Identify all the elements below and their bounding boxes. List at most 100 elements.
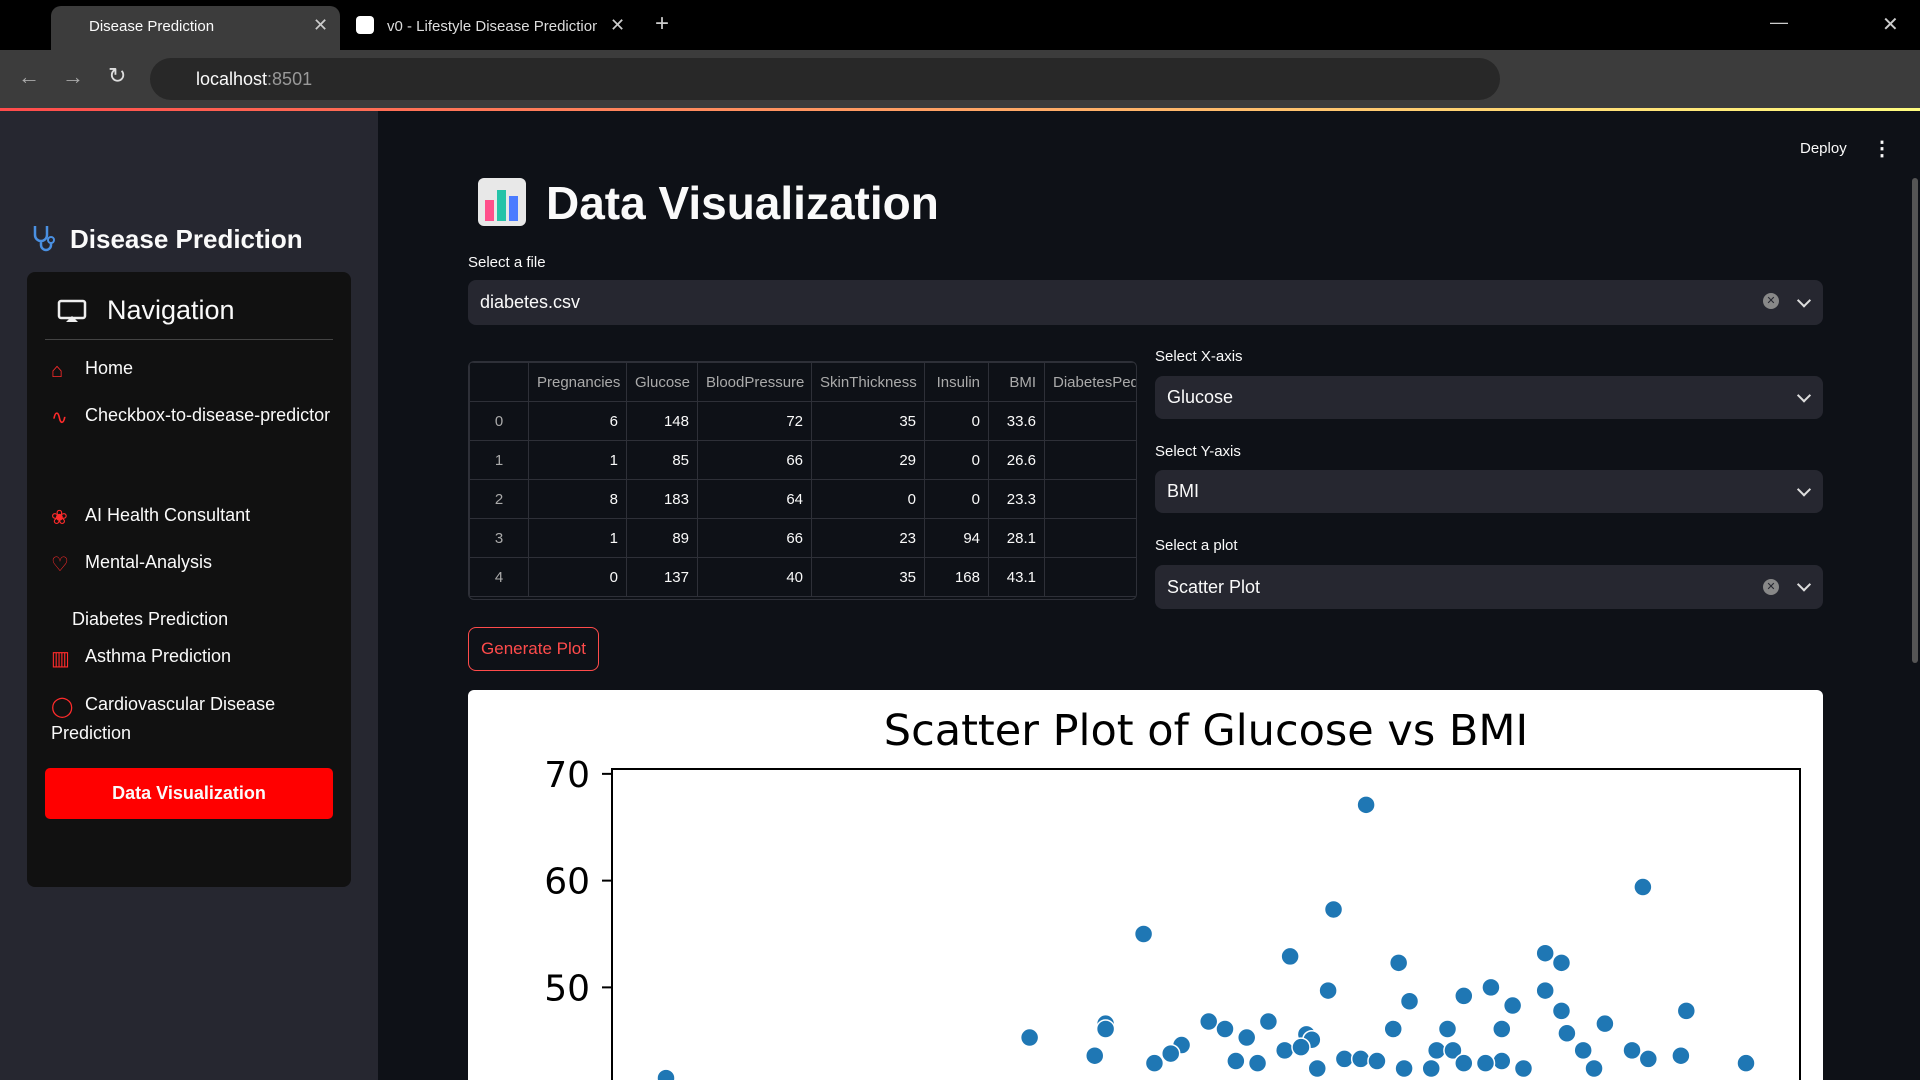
- row-index: 1: [469, 440, 529, 480]
- y-tick-label: 50: [544, 968, 590, 1009]
- y-axis-select[interactable]: BMI: [1155, 470, 1823, 513]
- cell: 64: [697, 479, 812, 519]
- nav-label: Mental-Analysis: [85, 552, 213, 572]
- sidebar: Disease Prediction Navigation ⌂ Home ∿ Chec…: [0, 111, 378, 1080]
- cell: 85: [626, 440, 698, 480]
- column-header: BloodPressure: [697, 362, 812, 402]
- forward[interactable]: →: [62, 64, 84, 89]
- row-index: 0: [469, 401, 529, 441]
- nav-item[interactable]: Diabetes Prediction: [72, 605, 372, 634]
- cell: 148: [626, 401, 698, 441]
- point: [1584, 1058, 1604, 1079]
- new-tab[interactable]: +: [655, 10, 670, 37]
- point: [1481, 977, 1501, 998]
- row-index: 4: [469, 557, 529, 597]
- point: [1198, 1011, 1219, 1032]
- point: [1454, 986, 1474, 1006]
- cell: 72: [697, 401, 812, 441]
- nav-label: Asthma Prediction: [85, 646, 232, 666]
- point: [1394, 1058, 1414, 1079]
- nav-item[interactable]: ∿ Checkbox-to-disease-predictor: [51, 401, 336, 430]
- table-row: 0 6 148 72 35 0 33.6: [469, 401, 1136, 441]
- cell: [1044, 440, 1136, 480]
- point: [1323, 899, 1344, 920]
- nav-title: Navigation: [107, 295, 235, 325]
- cell: 66: [697, 440, 812, 480]
- point: [1215, 1019, 1235, 1039]
- tab-title[interactable]: v0 - Lifestyle Disease Prediction: [387, 18, 597, 35]
- cell: 43.1: [988, 557, 1045, 597]
- nav-active-item[interactable]: Data Visualization: [45, 768, 333, 819]
- column-header: Insulin: [924, 362, 989, 402]
- active-tab[interactable]: Disease Prediction ✕: [51, 6, 340, 50]
- toolbar: ← → ↻ localhost:8501: [0, 50, 1920, 108]
- chart-emoji: [478, 178, 526, 226]
- point: [1622, 1040, 1642, 1061]
- scrollbar[interactable]: [1912, 178, 1918, 663]
- plot-value: Scatter Plot: [1167, 576, 1261, 597]
- cell: 26.6: [988, 440, 1045, 480]
- nav-label: AI Health Consultant: [85, 505, 251, 525]
- point: [1551, 1001, 1572, 1021]
- nav-item[interactable]: ◯ Cardiovascular Disease Prediction: [51, 690, 336, 748]
- data-table[interactable]: Pregnancies Glucose BloodPressure SkinThick…: [468, 361, 1137, 600]
- tab-close[interactable]: ✕: [313, 15, 329, 35]
- point: [1535, 980, 1555, 1001]
- main-menu[interactable]: ⋮: [1872, 138, 1892, 160]
- point: [1551, 953, 1572, 973]
- nav-item[interactable]: ❀ AI Health Consultant: [51, 501, 351, 530]
- deploy-button[interactable]: Deploy: [1800, 140, 1847, 157]
- table-row: 2 8 183 64 0 0 23.3: [469, 479, 1136, 519]
- nav-icon: ▥: [51, 648, 70, 670]
- decoration: [0, 108, 1920, 111]
- cell: 40: [697, 557, 812, 597]
- address-bar[interactable]: localhost:8501: [150, 58, 1500, 100]
- nav-divider: [45, 339, 333, 340]
- url: localhost:8501: [196, 69, 312, 90]
- point: [1274, 1040, 1295, 1061]
- nav-item[interactable]: ▥ Asthma Prediction: [51, 642, 351, 671]
- point: [1492, 1019, 1512, 1039]
- point: [1133, 924, 1154, 944]
- x-axis-select[interactable]: Glucose: [1155, 376, 1823, 419]
- tab-bar: Disease Prediction ✕ v0 - Lifestyle Dise…: [0, 0, 1920, 50]
- column-header: Pregnancies: [528, 362, 627, 402]
- x-axis-label: Select X-axis: [1155, 348, 1243, 365]
- point: [1247, 1053, 1268, 1073]
- cell: 89: [626, 518, 698, 558]
- point: [1443, 1040, 1463, 1061]
- point: [1399, 991, 1420, 1012]
- cell: 0: [924, 479, 989, 519]
- page-title: Data Visualization: [546, 177, 939, 229]
- tab-close[interactable]: ✕: [610, 15, 626, 35]
- file-label: Select a file: [468, 254, 546, 271]
- plot-card: Scatter Plot of Glucose vs BMI 50 60 70: [468, 690, 1823, 1080]
- point: [1736, 1053, 1756, 1073]
- plot-select[interactable]: Scatter Plot ✕: [1155, 565, 1823, 609]
- minimize[interactable]: —: [1770, 12, 1788, 32]
- nav-item[interactable]: ♡ Mental-Analysis: [51, 548, 351, 577]
- nav-item[interactable]: ⌂ Home: [51, 354, 351, 383]
- nav-icon: ⌂: [51, 360, 64, 382]
- point: [1454, 1053, 1474, 1073]
- url-port: :8501: [267, 69, 313, 89]
- cell: [1044, 479, 1136, 519]
- file-select[interactable]: diabetes.csv ✕: [468, 280, 1823, 325]
- tab-icon: [356, 16, 374, 34]
- y-axis-value: BMI: [1167, 481, 1200, 501]
- close-window[interactable]: ✕: [1882, 14, 1899, 36]
- cell: [1044, 401, 1136, 441]
- point: [1280, 946, 1300, 967]
- back[interactable]: ←: [18, 64, 40, 89]
- generate-plot-button[interactable]: Generate Plot: [468, 627, 599, 671]
- point: [1160, 1043, 1181, 1064]
- point: [1671, 1045, 1691, 1066]
- point: [1258, 1011, 1279, 1032]
- cell: 0: [924, 401, 989, 441]
- sidebar-title: Disease Prediction: [70, 224, 303, 254]
- plot-frame: [611, 768, 1801, 1080]
- point: [1095, 1019, 1116, 1039]
- point: [1573, 1040, 1593, 1061]
- reload[interactable]: ↻: [108, 63, 127, 88]
- point: [1633, 877, 1653, 897]
